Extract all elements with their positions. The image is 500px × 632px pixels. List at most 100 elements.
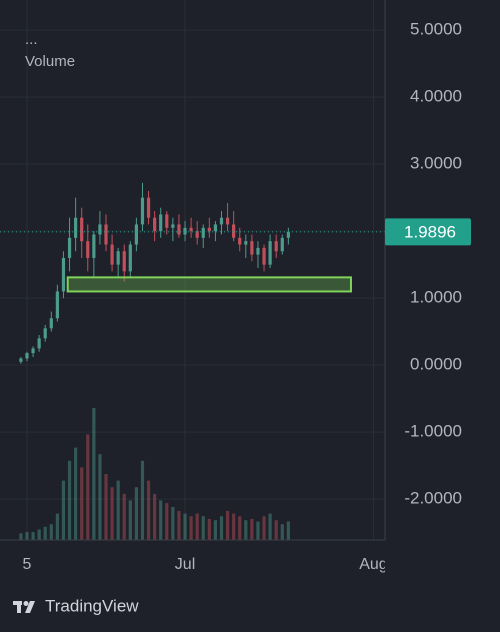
candle-body (25, 353, 29, 359)
x-tick-label: Jul (175, 556, 195, 573)
legend-title: ... (25, 31, 38, 48)
candle-body (274, 241, 278, 252)
candle-body (165, 214, 169, 228)
volume-bar (262, 516, 266, 540)
candle-body (268, 241, 272, 265)
volume-bar (219, 516, 224, 540)
candle-body (213, 224, 218, 232)
volume-bar (250, 518, 254, 540)
volume-bar (256, 521, 260, 540)
y-tick-label: 3.0000 (410, 154, 462, 173)
volume-bar (225, 510, 230, 540)
volume-bar (153, 493, 157, 540)
volume-bar (92, 408, 96, 540)
y-tick-label: 0.0000 (410, 355, 462, 374)
candle-body (159, 214, 163, 232)
volume-bar (104, 474, 108, 540)
volume-bar (165, 503, 169, 540)
last-price-box (385, 218, 471, 246)
brand-logo (13, 601, 35, 613)
y-tick-label: -2.0000 (404, 489, 462, 508)
candle-body (280, 237, 284, 252)
volume-bar (134, 487, 138, 540)
brand-name: TradingView (45, 596, 139, 615)
volume-bar (61, 480, 66, 540)
volume-pane (19, 408, 290, 540)
candle-body (74, 217, 78, 238)
candle-body (189, 227, 193, 232)
y-tick-label: 1.0000 (410, 288, 462, 307)
volume-bar (146, 480, 151, 540)
candle-body (98, 224, 102, 235)
y-tick-label: 4.0000 (410, 87, 462, 106)
candle-body (86, 241, 90, 258)
candle-body (116, 251, 120, 265)
candle-body (171, 224, 175, 228)
volume-bar (213, 520, 218, 540)
volume-bar (201, 516, 205, 540)
volume-bar (98, 454, 102, 540)
x-axis: 5 Jul Aug (23, 556, 387, 573)
y-tick-label: -1.0000 (404, 422, 462, 441)
candle-body (49, 318, 53, 329)
axis: 5.00004.00003.00002.00001.00000.0000-1.0… (385, 20, 471, 508)
volume-bar (195, 513, 199, 540)
candle-body (244, 241, 248, 245)
candle-body (80, 217, 84, 242)
candle-body (201, 227, 205, 238)
volume-bar (86, 434, 90, 540)
volume-bar (177, 510, 181, 540)
candle-body (219, 217, 224, 225)
candle-body (67, 237, 72, 258)
y-tick-label: 5.0000 (410, 20, 462, 39)
candle-body (43, 328, 47, 339)
volume-bar (19, 533, 23, 540)
x-tick-label: 5 (23, 556, 32, 573)
volume-bar (140, 460, 145, 540)
candle-body (122, 251, 126, 272)
volume-bar (207, 518, 211, 540)
candle-body (55, 291, 59, 319)
candle-body (207, 227, 211, 232)
volume-bar (244, 520, 248, 540)
x-tick-label: Aug (359, 556, 387, 573)
candle-body (225, 217, 230, 225)
candle-body (110, 244, 114, 265)
volume-bar (268, 513, 272, 540)
candle-body (286, 231, 290, 238)
volume-bar (55, 513, 59, 540)
candle-body (37, 338, 41, 349)
volume-bar (238, 516, 242, 540)
candle-body (146, 197, 151, 218)
candle-body (177, 224, 181, 235)
volume-bar (286, 521, 290, 540)
volume-bar (74, 447, 78, 540)
candle-body (31, 348, 35, 354)
candle-body (195, 231, 199, 238)
volume-bar (80, 467, 84, 540)
candle-body (61, 257, 66, 292)
volume-bar (122, 493, 126, 540)
volume-bar (67, 460, 72, 540)
candle-body (238, 237, 242, 245)
volume-bar (159, 500, 163, 540)
volume-bar (49, 524, 53, 540)
volume-bar (37, 529, 41, 540)
volume-bar (43, 526, 47, 540)
volume-bar (116, 480, 120, 540)
volume-bar (110, 487, 114, 540)
candle-body (140, 197, 145, 225)
candle-body (19, 358, 23, 362)
volume-bar (31, 532, 35, 540)
volume-bar (274, 520, 278, 540)
candle-body (104, 224, 108, 245)
candle-body (183, 227, 187, 235)
candle-body (153, 217, 157, 232)
volume-bar (280, 524, 284, 540)
candle-body (134, 224, 138, 245)
candle-body (256, 247, 260, 255)
candle-body (128, 244, 132, 272)
candle-body (262, 247, 266, 265)
